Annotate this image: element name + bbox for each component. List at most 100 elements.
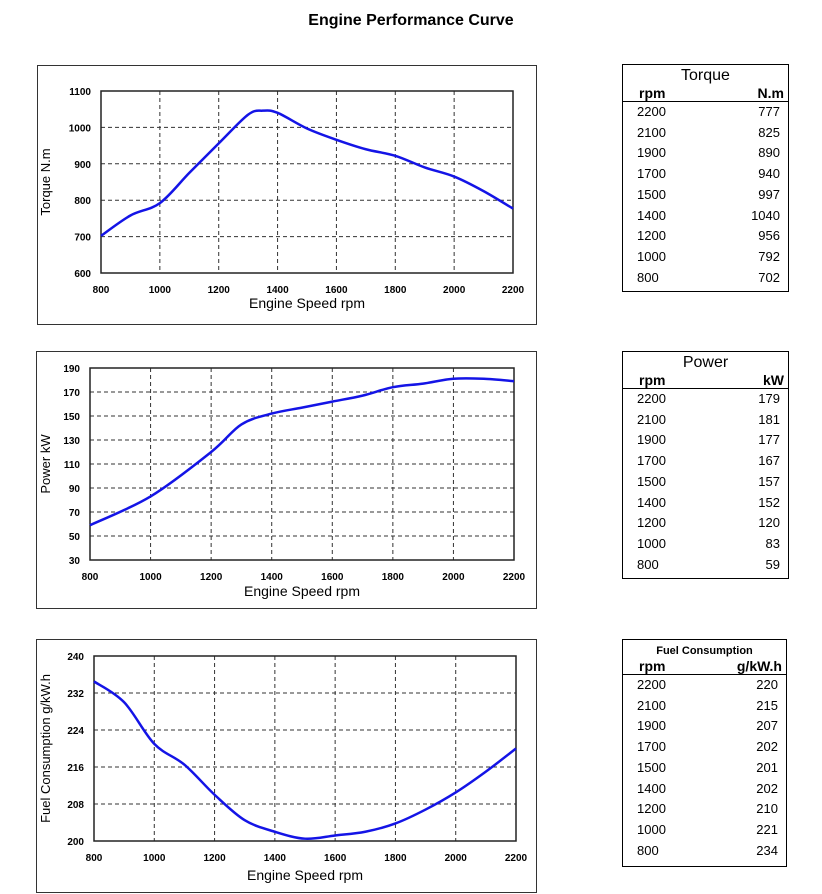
rpm-cell: 2100 — [637, 697, 666, 713]
value-cell: 202 — [756, 780, 778, 796]
y-tick-label: 170 — [63, 388, 80, 399]
value-cell: 152 — [758, 494, 780, 510]
rpm-cell: 1000 — [637, 821, 666, 837]
x-tick-label: 1400 — [264, 853, 287, 864]
rpm-cell: 2200 — [637, 104, 666, 119]
rpm-cell: 1400 — [637, 207, 666, 223]
value-cell: 792 — [758, 248, 780, 264]
y-tick-label: 1000 — [69, 123, 92, 134]
table-row: 1700 940 — [623, 164, 788, 185]
table-row: 800 234 — [623, 841, 786, 862]
table-row: 1700 167 — [623, 451, 788, 472]
x-tick-label: 2000 — [445, 853, 468, 864]
x-tick-label: 1800 — [382, 572, 405, 583]
value-cell: 210 — [756, 801, 778, 817]
value-cell: 940 — [758, 166, 780, 182]
value-cell: 181 — [758, 411, 780, 427]
y-tick-label: 30 — [69, 556, 81, 567]
x-tick-label: 800 — [86, 853, 103, 864]
y-tick-label: 50 — [69, 532, 81, 543]
series-line — [93, 680, 517, 841]
y-tick-label: 800 — [74, 196, 91, 207]
x-tick-label: 2200 — [502, 285, 525, 296]
rpm-cell: 1000 — [637, 248, 666, 264]
plot-area — [89, 367, 515, 561]
rpm-cell: 1400 — [637, 780, 666, 796]
table-row: 1500 997 — [623, 185, 788, 206]
y-tick-label: 232 — [67, 689, 84, 700]
x-tick-label: 1000 — [139, 572, 162, 583]
value-cell: 220 — [756, 677, 778, 692]
x-tick-label: 1800 — [384, 285, 407, 296]
rpm-cell: 1700 — [637, 166, 666, 182]
x-axis-label: Engine Speed rpm — [247, 867, 363, 883]
value-cell: 890 — [758, 145, 780, 161]
fuel-chart-frame — [36, 639, 537, 893]
x-tick-label: 1400 — [266, 285, 289, 296]
value-cell: 215 — [756, 697, 778, 713]
value-cell: 157 — [758, 473, 780, 489]
page-title: Engine Performance Curve — [308, 12, 514, 29]
rpm-cell: 800 — [637, 556, 659, 572]
col-header: N.m — [757, 85, 784, 101]
table-title: Power — [682, 354, 729, 371]
table-row: 1200 210 — [623, 799, 786, 820]
table-row: 800 59 — [623, 555, 788, 576]
y-tick-label: 700 — [74, 233, 91, 244]
table-row: 2200 220 — [623, 675, 786, 696]
table-row: 1000 83 — [623, 534, 788, 555]
rpm-cell: 2100 — [637, 124, 666, 140]
value-cell: 59 — [765, 556, 780, 572]
y-axis-label: Power kW — [38, 434, 53, 494]
table-row: 1400 152 — [623, 493, 788, 514]
x-tick-label: 1000 — [143, 853, 166, 864]
y-tick-label: 130 — [63, 436, 80, 447]
rpm-cell: 2200 — [637, 677, 666, 692]
rpm-cell: 1900 — [637, 718, 666, 734]
table-row: 2100 181 — [623, 410, 788, 431]
rpm-cell: 2100 — [637, 411, 666, 427]
y-tick-label: 240 — [67, 652, 84, 663]
x-tick-label: 800 — [82, 572, 99, 583]
table-title: Torque — [681, 67, 730, 84]
rpm-cell: 800 — [637, 842, 659, 858]
rpm-cell: 1500 — [637, 186, 666, 202]
fuel-table: Fuel Consumption rpm g/kW.h 2200 220 2100 21… — [622, 639, 787, 867]
value-cell: 234 — [756, 842, 778, 858]
rpm-cell: 1700 — [637, 739, 666, 755]
y-tick-label: 216 — [67, 763, 84, 774]
table-row: 2100 825 — [623, 123, 788, 144]
rpm-cell: 1500 — [637, 759, 666, 775]
x-tick-label: 1600 — [324, 853, 347, 864]
rpm-cell: 1900 — [637, 432, 666, 448]
value-cell: 202 — [756, 739, 778, 755]
table-row: 2200 777 — [623, 102, 788, 123]
table-row: 1900 177 — [623, 430, 788, 451]
y-axis-label: Fuel Consumption g/kW.h — [38, 674, 53, 823]
table-row: 1000 221 — [623, 820, 786, 841]
x-tick-label: 1800 — [384, 853, 407, 864]
value-cell: 83 — [765, 535, 780, 551]
y-tick-label: 90 — [69, 484, 81, 495]
y-tick-label: 224 — [67, 726, 84, 737]
y-tick-label: 150 — [63, 412, 80, 423]
x-tick-label: 2000 — [442, 572, 465, 583]
y-tick-label: 208 — [67, 800, 84, 811]
rpm-cell: 1000 — [637, 535, 666, 551]
rpm-cell: 1200 — [637, 515, 666, 531]
value-cell: 179 — [758, 391, 780, 406]
value-cell: 777 — [758, 104, 780, 119]
value-cell: 167 — [758, 453, 780, 469]
value-cell: 997 — [758, 186, 780, 202]
value-cell: 177 — [758, 432, 780, 448]
table-row: 1500 157 — [623, 472, 788, 493]
table-title: Fuel Consumption — [656, 645, 753, 657]
rpm-cell: 1400 — [637, 494, 666, 510]
torque-table: Torque rpm N.m 2200 777 2100 825 1900 890 1700 9… — [622, 64, 789, 292]
x-axis-label: Engine Speed rpm — [244, 583, 360, 599]
x-tick-label: 2000 — [443, 285, 466, 296]
value-cell: 221 — [756, 821, 778, 837]
rpm-cell: 2200 — [637, 391, 666, 406]
table-row: 1900 890 — [623, 143, 788, 164]
